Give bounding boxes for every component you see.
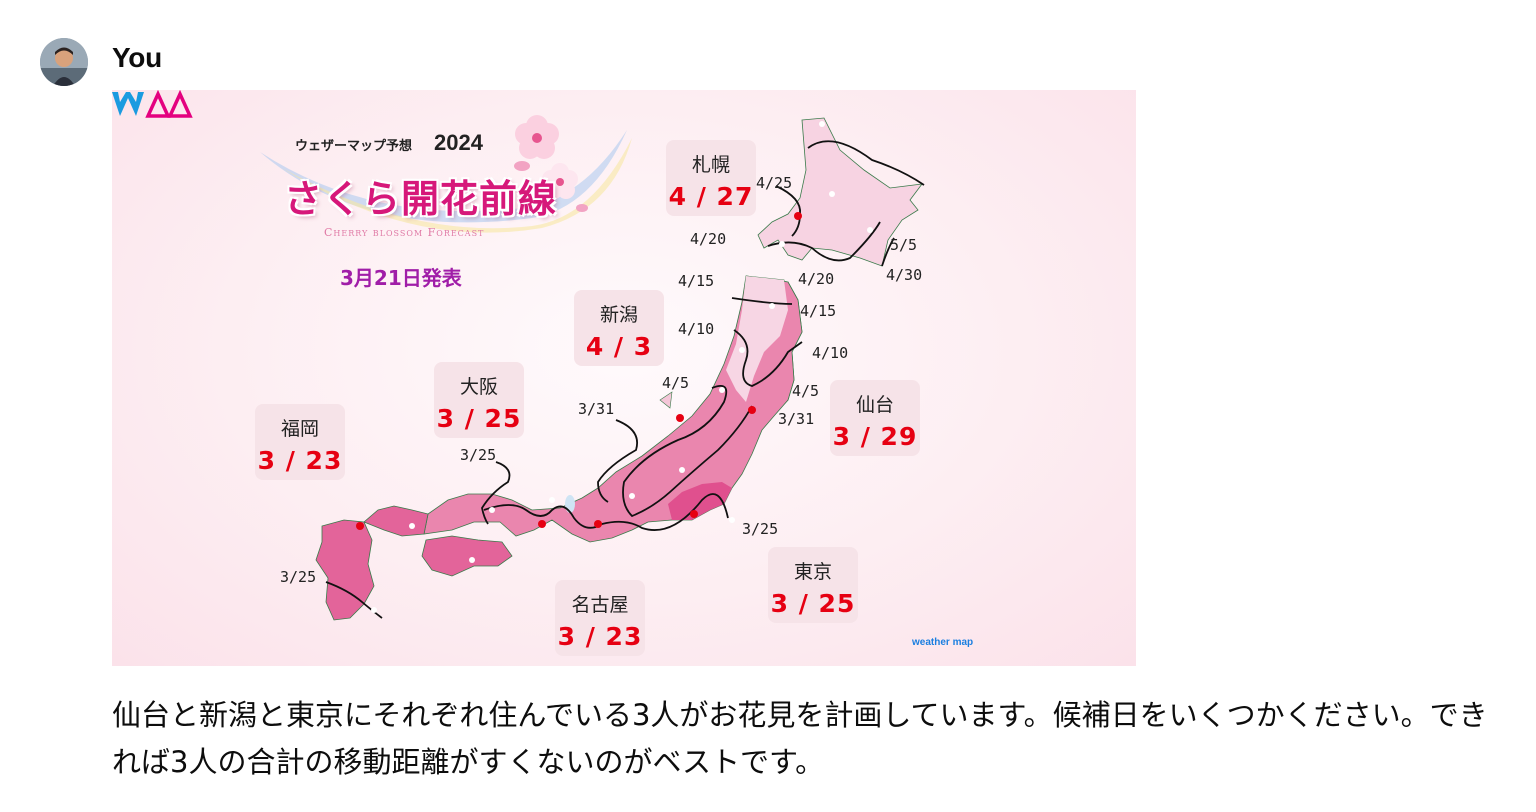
- avatar-photo-icon: [40, 38, 88, 86]
- japan-map-illustration: [260, 115, 925, 621]
- front-label: 3/31: [778, 410, 815, 428]
- city-box-osaka: 大阪 3 / 25: [434, 362, 524, 438]
- user-avatar: [40, 38, 88, 86]
- city-name: 仙台: [855, 394, 894, 416]
- city-name: 東京: [793, 561, 832, 583]
- front-label: 4/5: [792, 382, 820, 400]
- front-label: 4/15: [800, 302, 837, 320]
- weathermap-logo-icon: [112, 90, 193, 118]
- sakura-forecast-map-image[interactable]: ウェザーマップ予想 2024 さくら開花前線 Cherry blossom Fo…: [112, 90, 1136, 666]
- front-label: 5/5: [890, 236, 918, 254]
- city-box-tokyo: 東京 3 / 25: [768, 547, 858, 623]
- front-label: 4/15: [678, 272, 715, 290]
- message-author: You: [112, 42, 162, 73]
- city-name: 札幌: [691, 154, 730, 176]
- announcement-date: 3月21日発表: [340, 266, 462, 290]
- map-title-english: Cherry blossom Forecast: [324, 226, 485, 239]
- city-box-niigata: 新潟 4 / 3: [574, 290, 664, 366]
- map-title: さくら開花前線: [284, 176, 558, 221]
- weathermap-brand-text: weather map: [912, 637, 974, 648]
- city-bloom-date: 3 / 23: [257, 446, 343, 475]
- front-label: 4/20: [798, 270, 835, 288]
- city-name: 名古屋: [571, 594, 629, 616]
- front-label: 3/25: [460, 446, 497, 464]
- front-label: 4/10: [812, 344, 849, 362]
- front-label: 4/20: [690, 230, 727, 248]
- city-bloom-date: 3 / 25: [770, 589, 856, 618]
- front-label: 4/25: [756, 174, 793, 192]
- map-subtitle: ウェザーマップ予想: [295, 139, 413, 154]
- front-label: 3/25: [742, 520, 779, 538]
- message-text: 仙台と新潟と東京にそれぞれ住んでいる3人がお花見を計画しています。候補日をいくつ…: [112, 698, 1488, 779]
- front-label: 4/5: [662, 374, 690, 392]
- city-bloom-date: 4 / 3: [585, 332, 653, 361]
- front-label: 4/30: [886, 266, 923, 284]
- front-label: 3/25: [280, 568, 317, 586]
- city-name: 大阪: [459, 376, 498, 398]
- city-name: 新潟: [599, 304, 638, 326]
- map-year: 2024: [434, 130, 483, 155]
- city-bloom-date: 3 / 23: [557, 622, 643, 651]
- city-bloom-date: 4 / 27: [668, 182, 754, 211]
- city-box-sapporo: 札幌 4 / 27: [666, 140, 756, 216]
- front-label: 4/10: [678, 320, 715, 338]
- cherry-blossom-icon: [514, 115, 588, 212]
- city-bloom-date: 3 / 29: [832, 422, 918, 451]
- front-label: 3/31: [578, 400, 615, 418]
- city-bloom-date: 3 / 25: [436, 404, 522, 433]
- city-box-nagoya: 名古屋 3 / 23: [555, 580, 645, 656]
- city-box-sendai: 仙台 3 / 29: [830, 380, 920, 456]
- city-name: 福岡: [280, 418, 319, 440]
- city-box-fukuoka: 福岡 3 / 23: [255, 404, 345, 480]
